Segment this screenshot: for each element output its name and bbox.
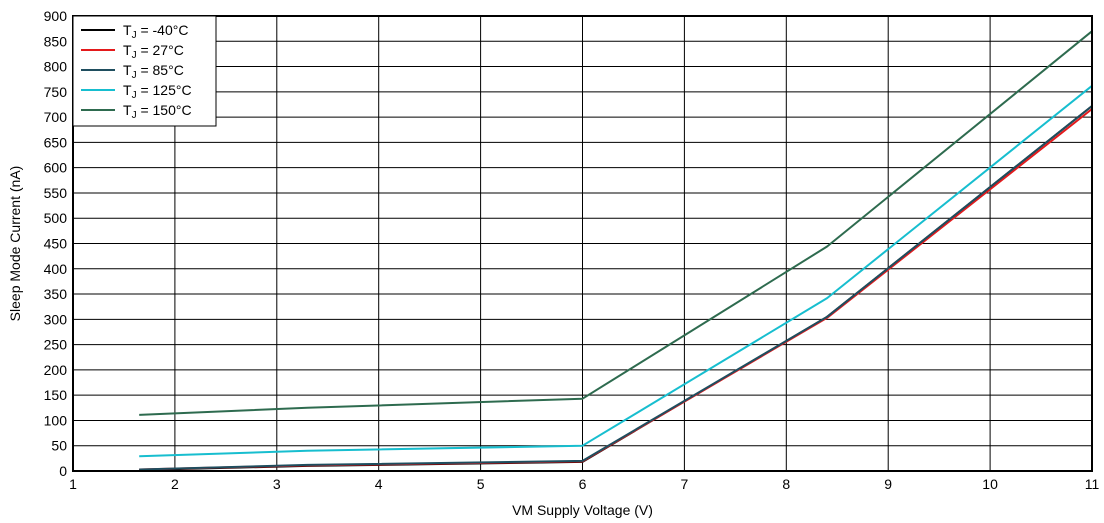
x-tick-label: 10: [982, 476, 998, 492]
series-lines: [139, 30, 1093, 471]
y-tick-label: 550: [44, 185, 68, 201]
series-line-1: [139, 108, 1093, 471]
series-line-2: [139, 105, 1093, 471]
y-tick-labels: 0 50 100 150 200 250 300 350 400 450 500 550 600 650 7…: [44, 8, 68, 479]
x-tick-label: 4: [375, 476, 383, 492]
y-tick-label: 0: [59, 463, 67, 479]
y-tick-label: 50: [51, 438, 67, 454]
x-tick-label: 3: [273, 476, 281, 492]
x-tick-label: 5: [477, 476, 485, 492]
y-tick-label: 250: [44, 337, 68, 353]
y-tick-label: 350: [44, 286, 68, 302]
x-tick-label: 9: [884, 476, 892, 492]
y-tick-label: 800: [44, 59, 68, 75]
x-tick-label: 11: [1085, 476, 1100, 492]
y-tick-label: 750: [44, 84, 68, 100]
y-tick-label: 150: [44, 387, 68, 403]
series-line-3: [139, 85, 1093, 458]
y-tick-label: 850: [44, 33, 68, 49]
x-tick-labels: 1 2 3 4 5 6 7 8 9 10 11: [69, 476, 1099, 492]
y-tick-label: 700: [44, 109, 68, 125]
plot-frame: [72, 15, 1093, 472]
x-axis-label: VM Supply Voltage (V): [512, 502, 653, 518]
legend-entry: TJ = 85°C: [123, 62, 184, 81]
grid-lines: [72, 15, 1093, 472]
legend-entry: TJ = 125°C: [123, 82, 192, 101]
y-tick-label: 400: [44, 261, 68, 277]
x-tick-label: 7: [681, 476, 689, 492]
series-line-0: [139, 105, 1093, 471]
y-tick-label: 900: [44, 8, 68, 24]
x-tick-label: 1: [69, 476, 77, 492]
y-tick-label: 300: [44, 311, 68, 327]
x-tick-label: 6: [579, 476, 587, 492]
y-tick-label: 450: [44, 236, 68, 252]
y-tick-label: 500: [44, 210, 68, 226]
y-axis-label: Sleep Mode Current (nA): [7, 166, 23, 322]
x-tick-label: 8: [782, 476, 790, 492]
legend-entry: TJ = -40°C: [123, 22, 188, 41]
series-line-4: [139, 30, 1093, 416]
legend-entry: TJ = 27°C: [123, 42, 184, 61]
y-tick-label: 600: [44, 160, 68, 176]
legend: TJ = -40°CTJ = 27°CTJ = 85°CTJ = 125°CTJ…: [72, 15, 217, 127]
y-tick-label: 100: [44, 412, 68, 428]
y-tick-label: 650: [44, 134, 68, 150]
x-tick-label: 2: [171, 476, 179, 492]
y-tick-label: 200: [44, 362, 68, 378]
legend-entry: TJ = 150°C: [123, 102, 192, 121]
